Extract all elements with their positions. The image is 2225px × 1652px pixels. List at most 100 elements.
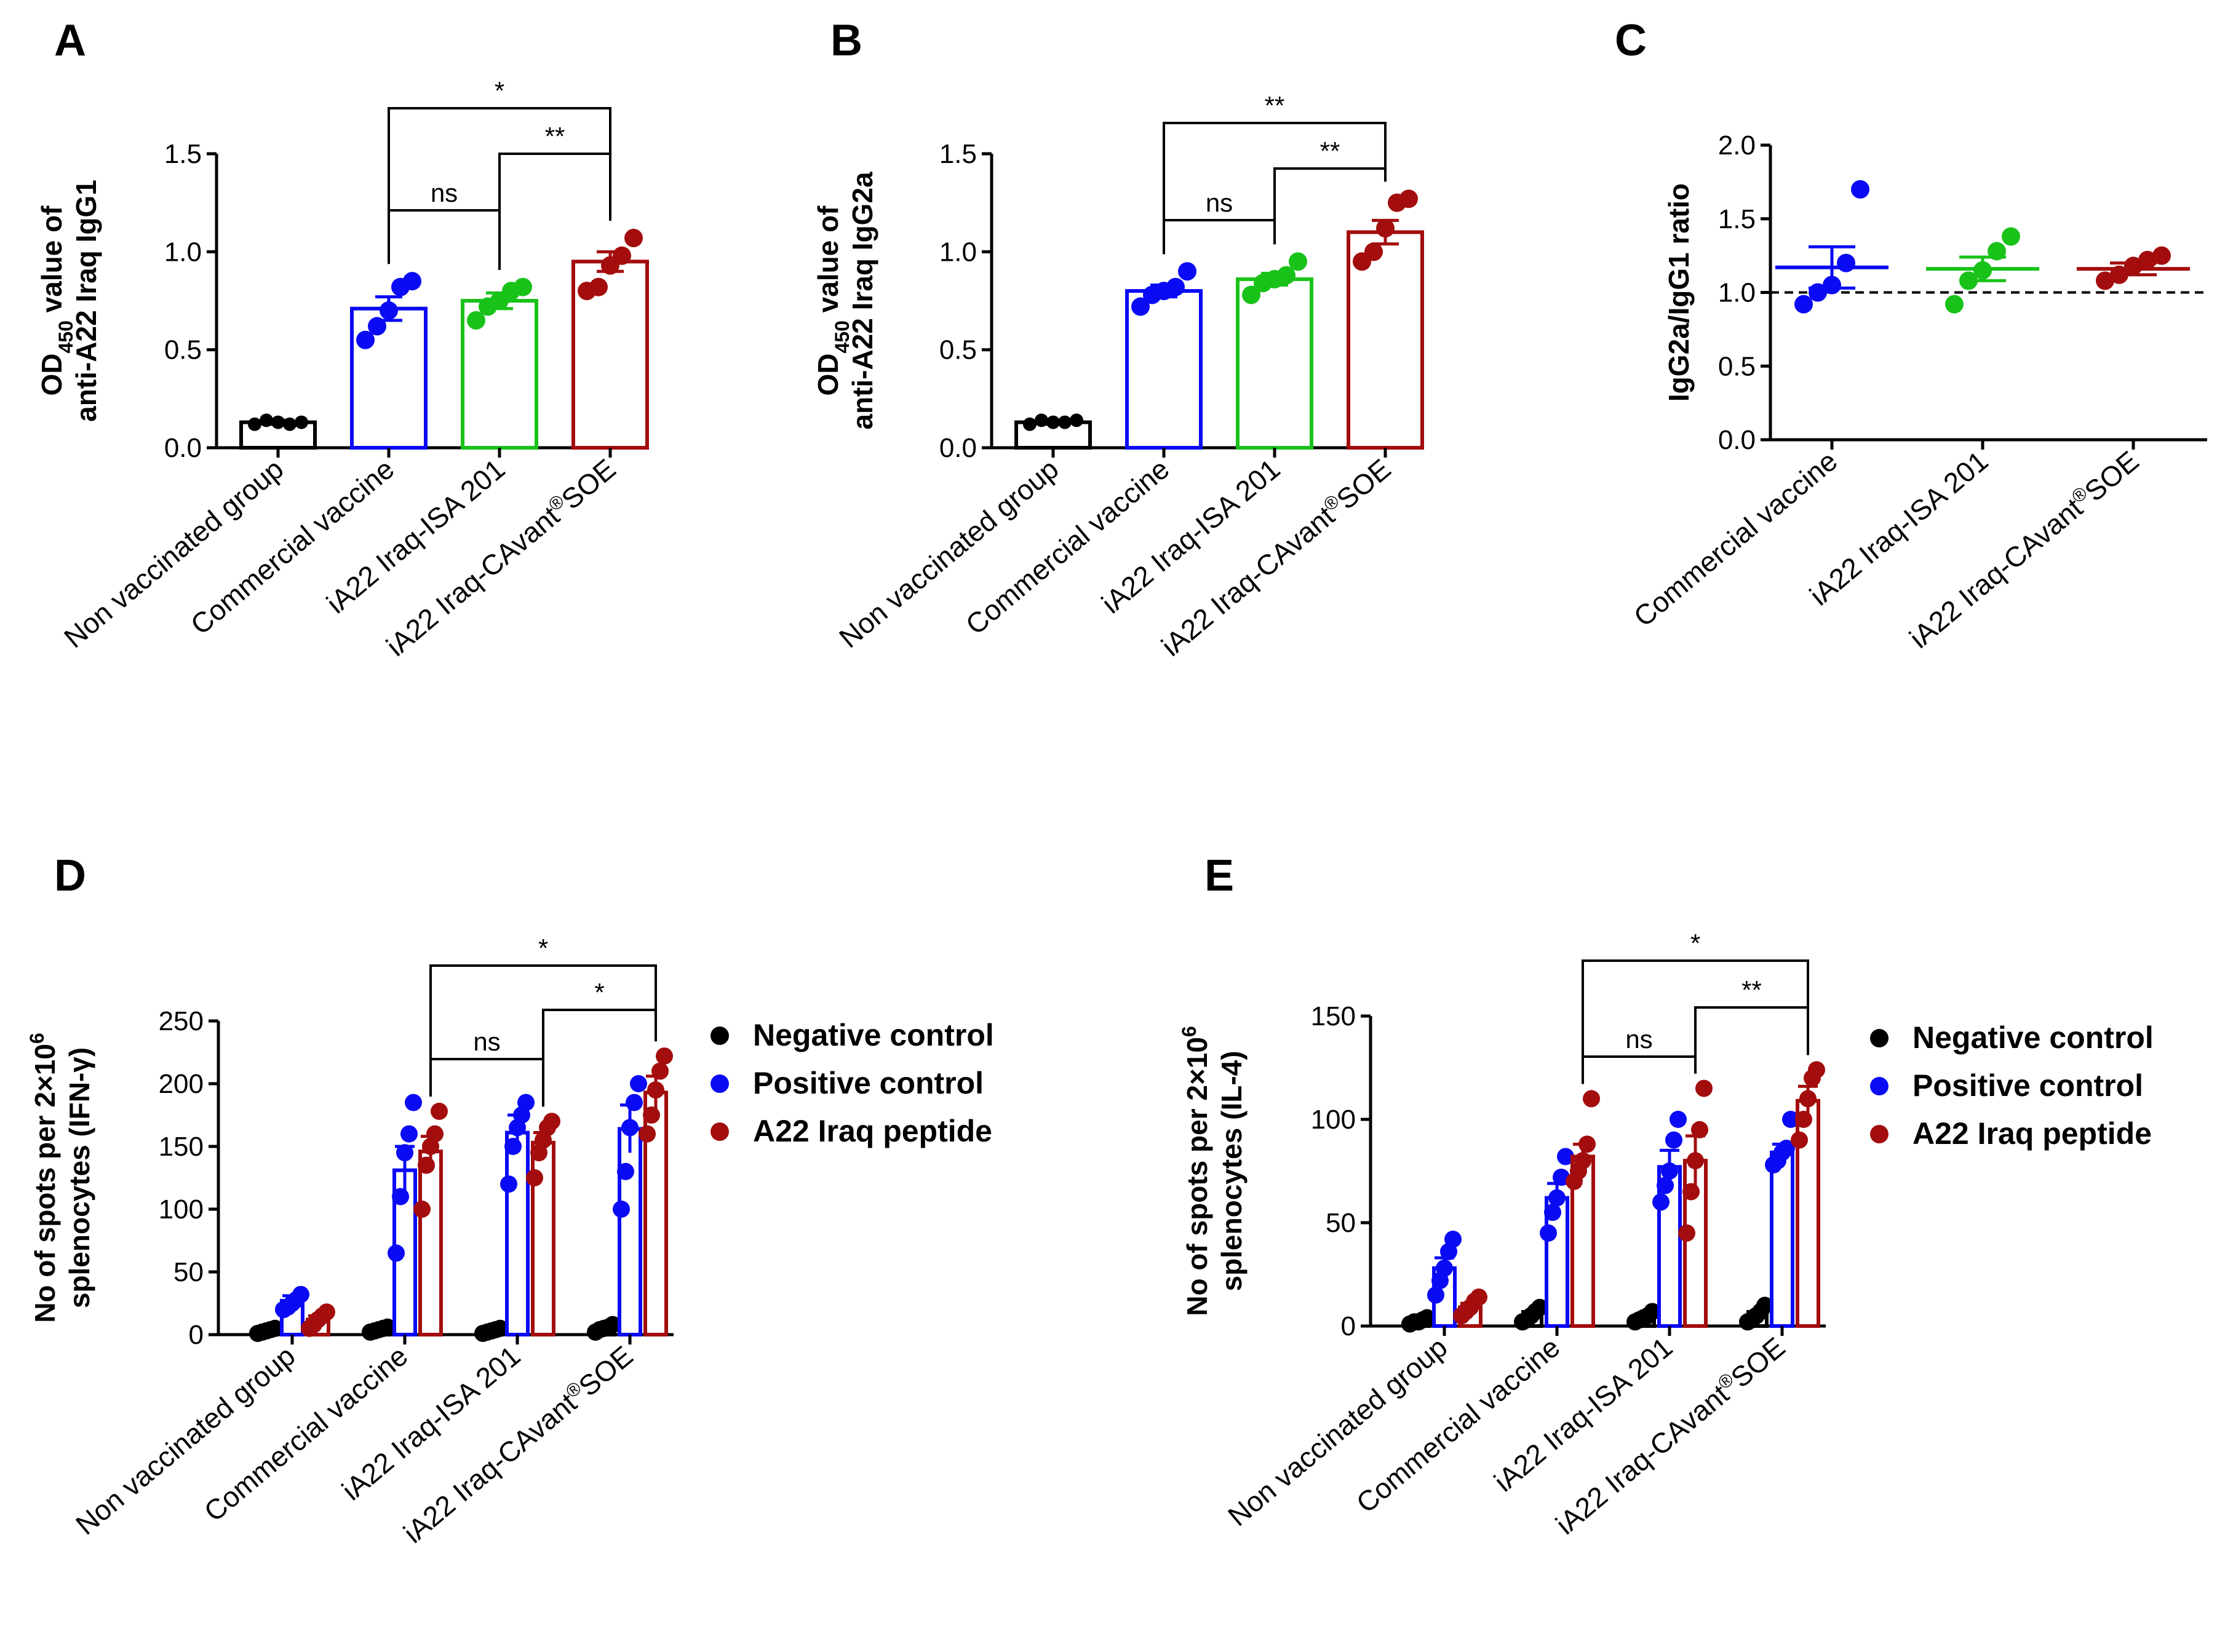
significance-bracket-2 bbox=[1163, 122, 1387, 255]
significance-label-1: ** bbox=[1741, 975, 1762, 1004]
data-point-1-2-1 bbox=[504, 1138, 522, 1155]
data-point-1-4 bbox=[403, 272, 421, 291]
legend-marker-0 bbox=[1870, 1029, 1889, 1047]
y-tick-label-3: 150 bbox=[159, 1132, 204, 1162]
data-point-2-2-3 bbox=[1691, 1121, 1708, 1138]
category-label-1: Commercial vaccine bbox=[198, 1340, 414, 1528]
data-point-0-0 bbox=[1023, 417, 1037, 431]
y-tick-label-3: 1.5 bbox=[1718, 204, 1756, 234]
data-point-2-3-3 bbox=[651, 1062, 669, 1080]
data-point-2-0 bbox=[2096, 271, 2114, 290]
significance-label-2: * bbox=[538, 934, 548, 963]
data-point-1-2 bbox=[380, 301, 398, 320]
legend-label-1: Positive control bbox=[1913, 1068, 2143, 1103]
significance-bracket-1 bbox=[498, 153, 611, 270]
data-point-0-4 bbox=[1851, 180, 1869, 199]
data-point-0-3-4 bbox=[604, 1316, 621, 1333]
legend-marker-1 bbox=[1870, 1077, 1889, 1095]
y-tick-label-4: 200 bbox=[159, 1069, 204, 1099]
category-label-0: Commercial vaccine bbox=[1628, 445, 1844, 633]
significance-bracket-0 bbox=[1582, 1055, 1697, 1084]
y-tick-label-2: 1.0 bbox=[939, 237, 977, 267]
data-point-1-3-3 bbox=[1778, 1140, 1795, 1158]
data-point-0-2-4 bbox=[1644, 1303, 1661, 1320]
data-point-1-1-0 bbox=[1540, 1224, 1557, 1242]
bar-1-2 bbox=[505, 1130, 530, 1337]
data-point-2-2-4 bbox=[1695, 1079, 1713, 1097]
data-point-1-1-3 bbox=[1553, 1169, 1570, 1186]
data-point-0-1 bbox=[260, 413, 273, 427]
data-point-1-1-1 bbox=[392, 1188, 409, 1205]
legend-label-2: A22 Iraq peptide bbox=[753, 1114, 992, 1148]
data-point-2-3-2 bbox=[1799, 1090, 1817, 1108]
bar-2-1 bbox=[418, 1150, 443, 1337]
data-point-2-2-0 bbox=[526, 1169, 543, 1186]
y-axis-label-line1: No of spots per 2×106 bbox=[1178, 1026, 1213, 1316]
data-point-2-3-0 bbox=[1791, 1131, 1808, 1149]
data-point-1-4 bbox=[1178, 262, 1196, 281]
chart-panel-e: 0 50 100 150 Non vaccinated groupCommercial … bbox=[1178, 929, 2154, 1541]
data-point-1-2-0 bbox=[500, 1175, 517, 1193]
significance-label-0: ns bbox=[1206, 188, 1233, 217]
data-point-2-3-1 bbox=[1795, 1111, 1812, 1128]
data-point-1-3-1 bbox=[617, 1162, 634, 1180]
y-axis-label: IgG2a/IgG1 ratio bbox=[1663, 183, 1695, 402]
significance-label-2: * bbox=[1690, 929, 1700, 958]
y-tick-label-3: 1.5 bbox=[939, 139, 977, 169]
data-point-0-0 bbox=[1794, 295, 1813, 314]
data-point-0-3-4 bbox=[1756, 1297, 1773, 1314]
data-point-3-4 bbox=[1399, 189, 1418, 208]
y-tick-label-1: 0.5 bbox=[1718, 351, 1756, 381]
category-label-0: Non vaccinated group bbox=[833, 453, 1064, 654]
data-point-0-4 bbox=[1070, 413, 1083, 427]
y-tick-label-3: 1.5 bbox=[164, 139, 202, 169]
data-point-3-4 bbox=[624, 229, 643, 248]
data-point-1-1-3 bbox=[400, 1125, 418, 1143]
significance-label-2: ** bbox=[1265, 91, 1285, 120]
data-point-2-2-0 bbox=[1678, 1224, 1695, 1242]
data-point-0-0-4 bbox=[266, 1319, 284, 1337]
data-point-2-3 bbox=[1277, 266, 1296, 285]
significance-bracket-0 bbox=[1163, 219, 1276, 255]
y-tick-label-2: 100 bbox=[159, 1194, 204, 1225]
y-tick-label-3: 150 bbox=[1311, 1001, 1356, 1031]
bar-1 bbox=[350, 306, 428, 450]
significance-label-1: * bbox=[594, 978, 604, 1007]
data-point-2-3-4 bbox=[1808, 1061, 1825, 1079]
panel-label-e: E bbox=[1204, 851, 1234, 900]
y-tick-label-0: 0 bbox=[1341, 1311, 1356, 1341]
category-label-0: Non vaccinated group bbox=[58, 453, 289, 654]
bar-1-3 bbox=[1770, 1150, 1794, 1328]
data-point-1-2-3 bbox=[1665, 1131, 1682, 1149]
data-point-1-2-4 bbox=[1670, 1111, 1687, 1128]
legend-marker-2 bbox=[710, 1122, 729, 1141]
significance-label-1: ** bbox=[1320, 137, 1340, 165]
chart-panel-d: 0 50 100 150 200 250 Non vaccinated groupComme… bbox=[26, 934, 994, 1549]
data-point-2-4 bbox=[2152, 246, 2171, 265]
category-label-0: Non vaccinated group bbox=[70, 1340, 301, 1541]
significance-label-0: ns bbox=[1625, 1025, 1652, 1054]
data-point-0-1 bbox=[1035, 413, 1048, 427]
y-tick-label-2: 1.0 bbox=[164, 237, 202, 267]
data-point-3-3 bbox=[613, 246, 631, 265]
data-point-0-2 bbox=[1046, 415, 1060, 429]
data-point-3-1 bbox=[1364, 242, 1383, 261]
significance-bracket-2 bbox=[429, 964, 657, 1097]
data-point-2-2-1 bbox=[1682, 1183, 1700, 1201]
legend-marker-0 bbox=[710, 1027, 729, 1045]
data-point-1-1-2 bbox=[396, 1144, 413, 1162]
data-point-2-0 bbox=[467, 311, 485, 330]
legend-marker-1 bbox=[710, 1074, 729, 1093]
y-axis-label-line2: splenocytes (IL-4) bbox=[1216, 1050, 1248, 1291]
data-point-0-2-4 bbox=[492, 1319, 509, 1337]
legend-label-0: Negative control bbox=[753, 1018, 994, 1052]
y-tick-label-1: 50 bbox=[173, 1257, 204, 1287]
data-point-1-2-2 bbox=[1661, 1162, 1678, 1180]
panel-label-a: A bbox=[54, 16, 86, 65]
chart-panel-a: 0.0 0.5 1.0 1.5 Non vaccinated groupCommerci… bbox=[36, 76, 649, 662]
data-point-0-0-4 bbox=[1419, 1309, 1436, 1327]
significance-bracket-2 bbox=[1582, 959, 1809, 1084]
data-point-2-1-4 bbox=[1583, 1090, 1600, 1108]
data-point-0-2 bbox=[271, 415, 285, 429]
